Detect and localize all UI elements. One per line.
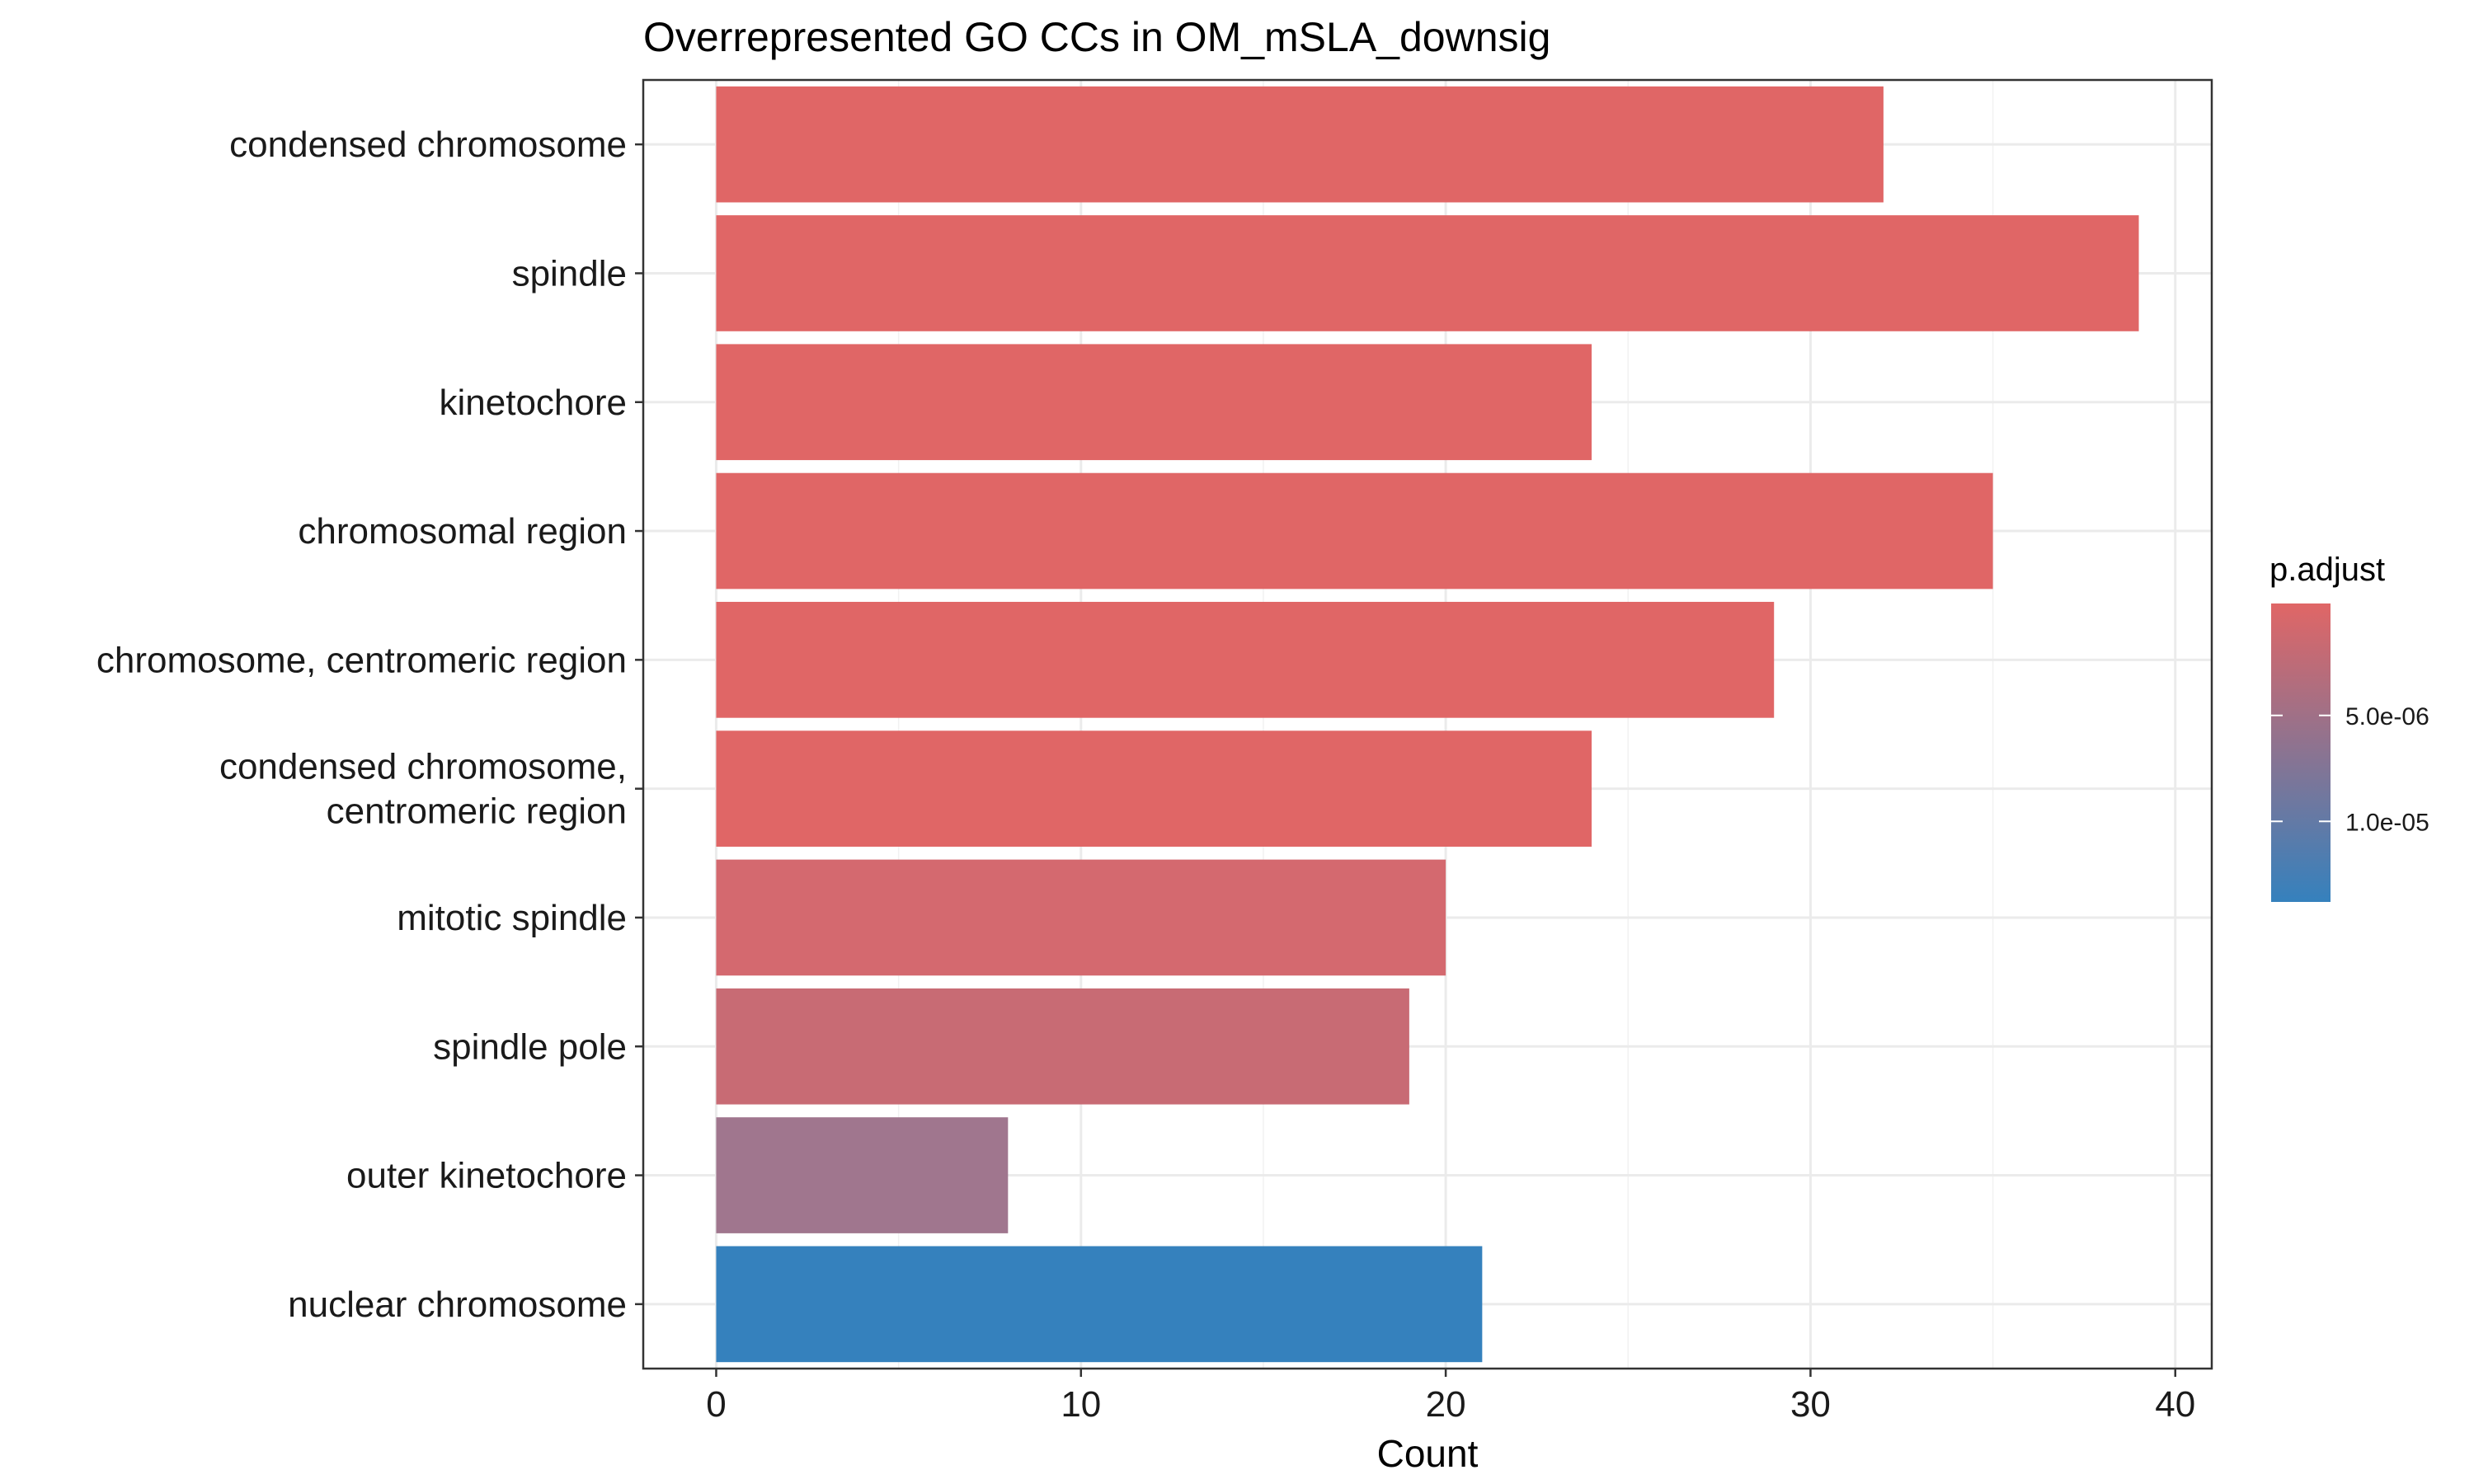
bars (716, 86, 2139, 1363)
bar (716, 86, 1884, 203)
legend-tick-label: 5.0e-06 (2345, 703, 2429, 730)
x-tick-label: 40 (2155, 1384, 2195, 1425)
x-axis: 0 10 20 30 40 (706, 1369, 2195, 1425)
chart-title: Overrepresented GO CCs in OM_mSLA_downsi… (643, 14, 1550, 60)
x-axis-title: Count (1377, 1432, 1479, 1475)
bar (716, 344, 1592, 461)
category-label: spindle pole (433, 1026, 627, 1067)
x-tick-label: 30 (1790, 1384, 1831, 1425)
category-label: chromosomal region (298, 511, 627, 552)
legend-tick-label: 1.0e-05 (2345, 809, 2429, 836)
category-label: condensed chromosome (229, 124, 627, 165)
category-label: centromeric region (327, 791, 627, 832)
category-label: outer kinetochore (346, 1156, 627, 1196)
x-tick-label: 0 (706, 1384, 726, 1425)
x-tick-label: 10 (1061, 1384, 1101, 1425)
bar (716, 988, 1409, 1105)
legend: p.adjust 5.0e-06 1.0e-05 (2269, 552, 2429, 902)
category-label: nuclear chromosome (288, 1284, 627, 1325)
x-tick-label: 20 (1426, 1384, 1466, 1425)
bar (716, 859, 1446, 976)
legend-title: p.adjust (2269, 552, 2385, 588)
bar (716, 602, 1775, 718)
category-label: spindle (512, 253, 627, 294)
category-label: condensed chromosome, (219, 747, 627, 787)
bar (716, 472, 1993, 589)
bar (716, 730, 1592, 847)
plot-border (642, 78, 2213, 1370)
category-label: chromosome, centromeric region (96, 640, 627, 680)
legend-colorbar (2271, 603, 2331, 902)
category-label: mitotic spindle (397, 898, 627, 938)
bar (716, 1117, 1009, 1233)
bar (716, 215, 2139, 331)
bar (716, 1246, 1483, 1363)
y-axis: condensed chromosome spindle kinetochore ch… (96, 124, 643, 1325)
category-label: kinetochore (440, 383, 627, 423)
